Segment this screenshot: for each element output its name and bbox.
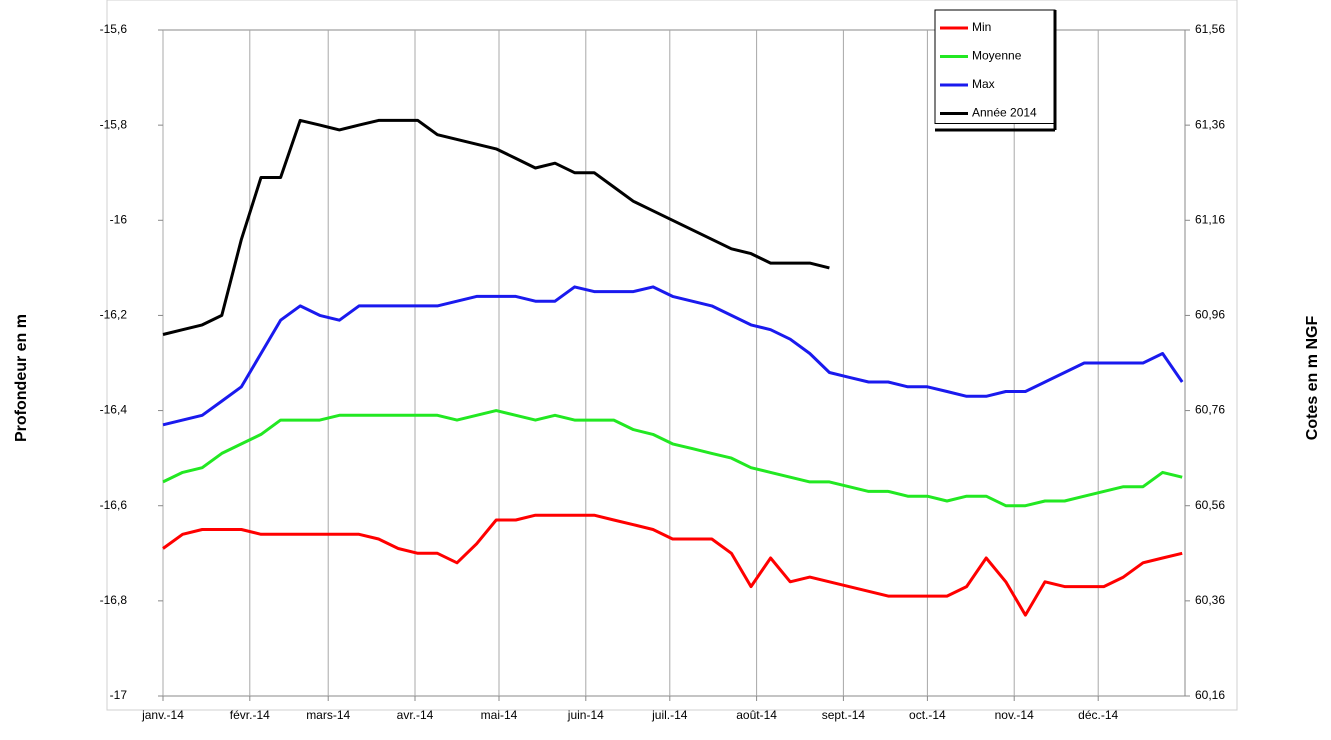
x-tick-label: déc.-14 — [1078, 708, 1118, 722]
x-tick-label: juin-14 — [567, 708, 604, 722]
y-tick-label: -16,6 — [100, 498, 128, 512]
y-tick-label: -15,6 — [100, 22, 128, 36]
legend-label: Min — [972, 20, 991, 34]
y2-tick-label: 61,56 — [1195, 22, 1225, 36]
y2-tick-label: 61,36 — [1195, 117, 1225, 131]
series-line — [162, 118, 830, 336]
y-tick-label: -16,2 — [100, 308, 128, 322]
x-tick-label: sept.-14 — [822, 708, 866, 722]
x-tick-label: avr.-14 — [397, 708, 434, 722]
series-line — [162, 285, 1184, 427]
x-tick-label: mai-14 — [481, 708, 518, 722]
series-line — [162, 409, 1183, 508]
legend-label: Moyenne — [972, 49, 1022, 63]
y-axis-title: Profondeur en m — [13, 314, 30, 442]
y-tick-label: -15,8 — [100, 117, 128, 131]
x-tick-label: oct.-14 — [909, 708, 946, 722]
y-tick-label: -17 — [110, 688, 128, 702]
x-tick-label: août-14 — [736, 708, 777, 722]
series-line — [162, 513, 1183, 617]
y-tick-label: -16,4 — [100, 403, 128, 417]
y2-tick-label: 60,36 — [1195, 593, 1225, 607]
y2-axis-title: Cotes en m NGF — [1304, 316, 1321, 441]
y2-tick-label: 60,56 — [1195, 498, 1225, 512]
legend-label: Année 2014 — [972, 106, 1037, 120]
y-tick-label: -16 — [110, 212, 128, 226]
y2-tick-label: 61,16 — [1195, 212, 1225, 226]
y2-tick-label: 60,96 — [1195, 308, 1225, 322]
legend-label: Max — [972, 77, 995, 91]
x-tick-label: nov.-14 — [995, 708, 1034, 722]
x-tick-label: févr.-14 — [230, 708, 270, 722]
x-tick-label: mars-14 — [306, 708, 350, 722]
x-tick-label: juil.-14 — [651, 708, 688, 722]
x-tick-label: janv.-14 — [141, 708, 184, 722]
y2-tick-label: 60,16 — [1195, 688, 1225, 702]
y-tick-label: -16,8 — [100, 593, 128, 607]
chart-area — [106, 0, 1238, 711]
y2-tick-label: 60,76 — [1195, 403, 1225, 417]
